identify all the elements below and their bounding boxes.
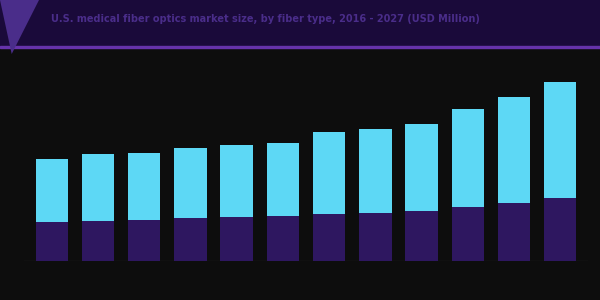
- Bar: [35, 222, 68, 261]
- Polygon shape: [0, 0, 39, 54]
- Bar: [452, 207, 484, 261]
- Bar: [544, 198, 577, 261]
- Bar: [35, 159, 68, 222]
- Bar: [128, 220, 160, 261]
- Bar: [359, 129, 392, 213]
- Bar: [267, 217, 299, 261]
- Bar: [128, 152, 160, 220]
- Bar: [498, 97, 530, 202]
- Bar: [359, 213, 392, 261]
- Bar: [267, 143, 299, 217]
- Bar: [452, 109, 484, 207]
- Bar: [220, 218, 253, 261]
- Bar: [313, 214, 345, 261]
- Bar: [82, 221, 114, 261]
- Text: U.S. medical fiber optics market size, by fiber type, 2016 - 2027 (USD Million): U.S. medical fiber optics market size, b…: [51, 14, 480, 23]
- Bar: [313, 132, 345, 214]
- Bar: [544, 82, 577, 198]
- Bar: [406, 124, 438, 211]
- Bar: [82, 154, 114, 221]
- Bar: [174, 148, 206, 218]
- Bar: [174, 218, 206, 261]
- Bar: [498, 202, 530, 261]
- Bar: [220, 145, 253, 218]
- Bar: [406, 211, 438, 261]
